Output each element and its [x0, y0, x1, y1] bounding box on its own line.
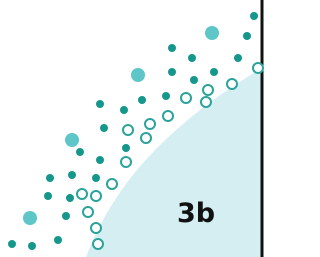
- shaded-region: [86, 68, 262, 257]
- page: {"region": {"label": "3b"}} 3b (() => { …: [0, 0, 272, 257]
- illustration: 3b: [0, 0, 272, 257]
- region-label: 3b: [177, 198, 215, 229]
